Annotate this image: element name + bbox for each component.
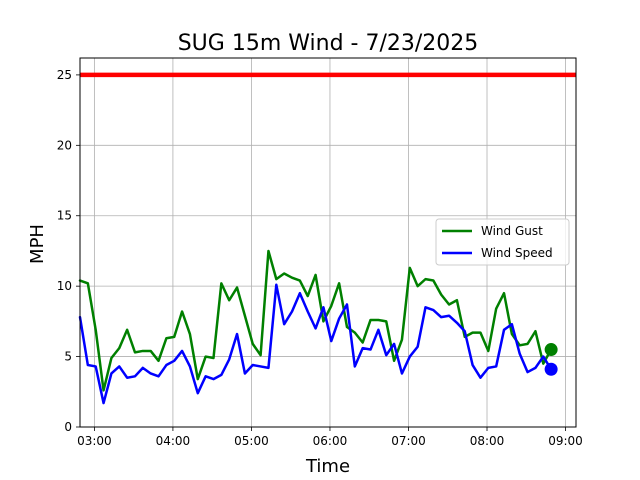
x-tick-label: 09:00 bbox=[548, 434, 583, 448]
y-axis-title: MPH bbox=[27, 224, 48, 264]
x-axis: 03:00 04:00 05:00 06:00 07:00 08:00 09:00 bbox=[77, 427, 583, 448]
wind-gust-latest-point bbox=[544, 343, 558, 357]
x-tick-label: 03:00 bbox=[77, 434, 112, 448]
y-tick-label: 5 bbox=[64, 350, 72, 364]
wind-gust-line bbox=[78, 249, 553, 392]
y-tick-label: 25 bbox=[57, 68, 72, 82]
legend-speed-label: Wind Speed bbox=[481, 246, 553, 260]
y-tick-label: 10 bbox=[57, 279, 72, 293]
x-tick-label: 08:00 bbox=[470, 434, 505, 448]
y-tick-label: 20 bbox=[57, 138, 72, 152]
wind-speed-line bbox=[78, 283, 553, 405]
legend-gust-label: Wind Gust bbox=[481, 224, 543, 238]
x-tick-label: 05:00 bbox=[234, 434, 269, 448]
series-layer bbox=[78, 249, 558, 405]
x-tick-label: 04:00 bbox=[156, 434, 191, 448]
legend: Wind Gust Wind Speed bbox=[435, 218, 570, 266]
x-axis-title: Time bbox=[305, 456, 350, 477]
chart-title: SUG 15m Wind - 7/23/2025 bbox=[178, 31, 479, 56]
plot-frame bbox=[79, 57, 577, 428]
wind-speed-latest-point bbox=[544, 362, 558, 376]
y-tick-label: 15 bbox=[57, 209, 72, 223]
x-tick-label: 06:00 bbox=[313, 434, 348, 448]
y-axis: 0 5 10 15 20 25 bbox=[57, 68, 80, 434]
x-tick-label: 07:00 bbox=[391, 434, 426, 448]
y-tick-label: 0 bbox=[64, 420, 72, 434]
